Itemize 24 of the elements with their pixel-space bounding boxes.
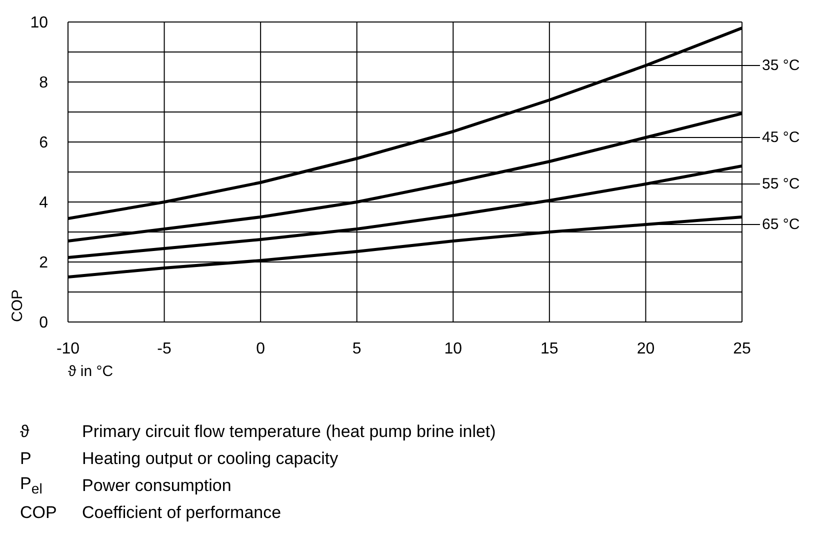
text: P$_{el}$ Power consumption [20, 474, 232, 498]
series-label: 55 °C [762, 176, 800, 192]
series-label: 45 °C [762, 129, 800, 146]
x-tick-label: 15 [540, 340, 558, 358]
x-tick-label: -5 [157, 340, 172, 358]
x-tick-label: 25 [733, 340, 751, 358]
x-tick-label: -10 [56, 340, 80, 358]
text: ϑ Primary circuit flow temperature (heat pump brine inlet) [20, 422, 496, 440]
text: P Heating output or cooling capacity [20, 448, 338, 468]
x-axis-title: ϑ in °C [68, 363, 114, 380]
series-label: 65 °C [762, 216, 800, 233]
y-tick-label: 8 [39, 74, 48, 92]
y-tick-label: 2 [39, 254, 48, 272]
x-tick-label: 5 [352, 340, 362, 358]
x-tick-label: 20 [636, 340, 655, 358]
y-tick-label: 10 [30, 14, 48, 32]
x-tick-label: 0 [256, 340, 266, 358]
y-tick-label: 0 [39, 314, 48, 332]
y-tick-label: 4 [39, 194, 48, 212]
x-tick-label: 10 [444, 340, 462, 358]
text: 35 °C [762, 57, 800, 74]
text: COP Coefficient of performance [20, 502, 282, 522]
y-tick-label: 6 [39, 134, 48, 152]
y-axis-title: COP [9, 289, 26, 322]
